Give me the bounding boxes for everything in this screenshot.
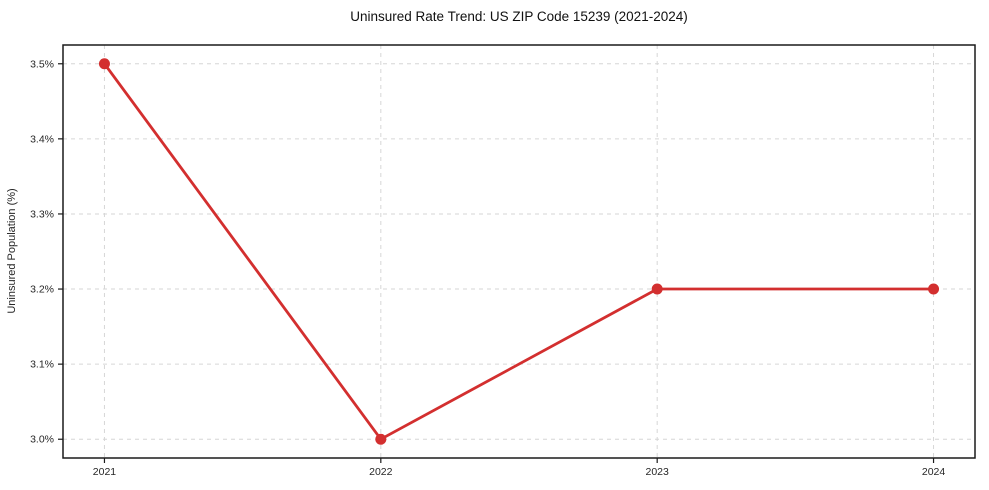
data-point-marker (651, 283, 663, 295)
y-tick-label: 3.0% (30, 434, 54, 446)
grid-layer (63, 45, 975, 458)
y-tick-label: 3.4% (30, 133, 54, 145)
chart-title: Uninsured Rate Trend: US ZIP Code 15239 … (350, 9, 687, 24)
x-tick-label: 2024 (922, 466, 946, 478)
axes-layer: 2021 2022 2023 2024 3.0% 3.1% 3.2% 3.3% 3.4% 3.5% (30, 44, 976, 478)
data-point-marker (98, 58, 110, 70)
data-point-marker (928, 283, 940, 295)
y-tick-label: 3.2% (30, 284, 54, 296)
y-axis-label: Uninsured Population (%) (6, 188, 18, 313)
plot-border (62, 44, 976, 459)
x-tick-label: 2021 (93, 466, 117, 478)
trend-line (103, 62, 935, 441)
y-tick-label: 3.5% (30, 58, 54, 70)
x-tick-label: 2022 (369, 466, 393, 478)
series-layer (98, 58, 940, 445)
x-tick-label: 2023 (646, 466, 670, 478)
data-point-marker (375, 433, 387, 445)
y-tick-label: 3.3% (30, 208, 54, 220)
y-tick-label: 3.1% (30, 359, 54, 371)
